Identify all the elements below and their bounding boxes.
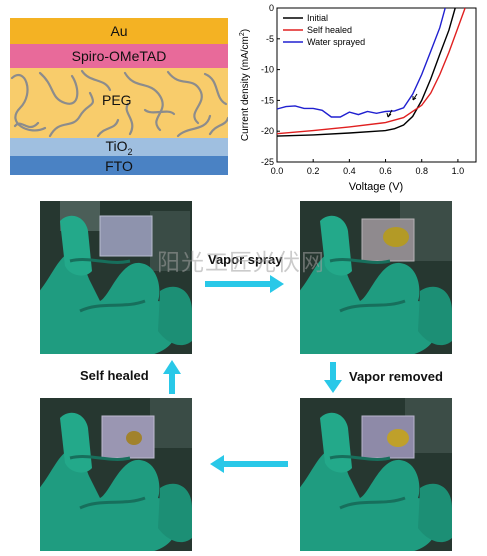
x-tick-label: 0.4 — [343, 166, 356, 176]
legend-label: Self healed — [307, 25, 352, 35]
layer-fto: FTO — [10, 156, 228, 175]
layer-spiro-ometad: Spiro-OMeTAD — [10, 44, 228, 68]
y-tick-label: 0 — [269, 3, 274, 13]
layer-peg: PEG — [10, 68, 228, 138]
jv-curve-chart: 0.0 0.2 0.4 0.6 0.8 1.0 0 -5 -10 -15 -20 -25 Initi… — [239, 3, 477, 193]
legend-label: Initial — [307, 13, 328, 23]
x-tick-label: 0.6 — [379, 166, 392, 176]
residual-spot — [387, 429, 409, 447]
y-tick-label: -10 — [261, 65, 274, 75]
water-spot — [383, 227, 409, 247]
glove — [300, 252, 437, 354]
y-axis-ticks: 0 -5 -10 -15 -20 -25 — [261, 3, 280, 167]
healed-spot — [126, 431, 142, 445]
arrow-down-icon — [324, 362, 342, 393]
device-layer-stack: Au Spiro-OMeTAD PEG TiO2 — [10, 18, 228, 175]
photo-vapor-removed-sample — [300, 398, 452, 551]
y-tick-label: -20 — [261, 126, 274, 136]
layer-tio2-label: TiO2 — [105, 137, 133, 157]
glove — [40, 449, 177, 551]
legend-label: Water sprayed — [307, 37, 365, 47]
arrow-right-icon — [205, 275, 284, 293]
glove — [300, 449, 437, 551]
x-axis-label: Voltage (V) — [349, 181, 403, 193]
annotation-arrows — [386, 93, 418, 118]
label-vapor-removed: Vapor removed — [349, 369, 443, 384]
photo-water-sprayed-sample — [300, 201, 452, 354]
layer-peg-label: PEG — [102, 92, 132, 108]
glove — [40, 252, 177, 354]
y-tick-label: -25 — [261, 157, 274, 167]
plot-frame — [276, 7, 477, 163]
legend: Initial Self healed Water sprayed — [283, 13, 365, 47]
peg-polymer-chains — [10, 69, 228, 138]
y-tick-label: -15 — [261, 95, 274, 105]
y-tick-label: -5 — [266, 34, 274, 44]
layer-tio2: TiO2 — [10, 138, 228, 156]
x-tick-label: 0.2 — [307, 166, 320, 176]
arrow-up-icon — [163, 360, 181, 394]
x-tick-label: 0.0 — [271, 166, 284, 176]
x-axis-ticks: 0.0 0.2 0.4 0.6 0.8 1.0 — [271, 159, 464, 176]
watermark: 阳光工匠光伏网 — [157, 250, 325, 276]
label-self-healed: Self healed — [80, 368, 149, 383]
layer-fto-label: FTO — [105, 157, 133, 174]
photo-initial-sample — [40, 201, 192, 354]
layer-au: Au — [10, 18, 228, 44]
curves — [276, 7, 466, 137]
layer-au-label: Au — [110, 23, 128, 39]
photo-self-healed-sample — [40, 398, 192, 551]
series-line-self-healed — [276, 7, 466, 135]
sample-film — [99, 215, 153, 257]
arrow-left-icon — [210, 455, 288, 473]
x-tick-label: 1.0 — [452, 166, 465, 176]
y-axis-label: Current density (mA/cm2) — [239, 29, 251, 141]
x-tick-label: 0.8 — [415, 166, 428, 176]
layer-spiro-label: Spiro-OMeTAD — [71, 48, 167, 64]
label-vapor-spray: Vapor spray — [208, 252, 283, 267]
series-line-initial — [276, 7, 456, 137]
series-line-water-sprayed — [276, 7, 446, 118]
